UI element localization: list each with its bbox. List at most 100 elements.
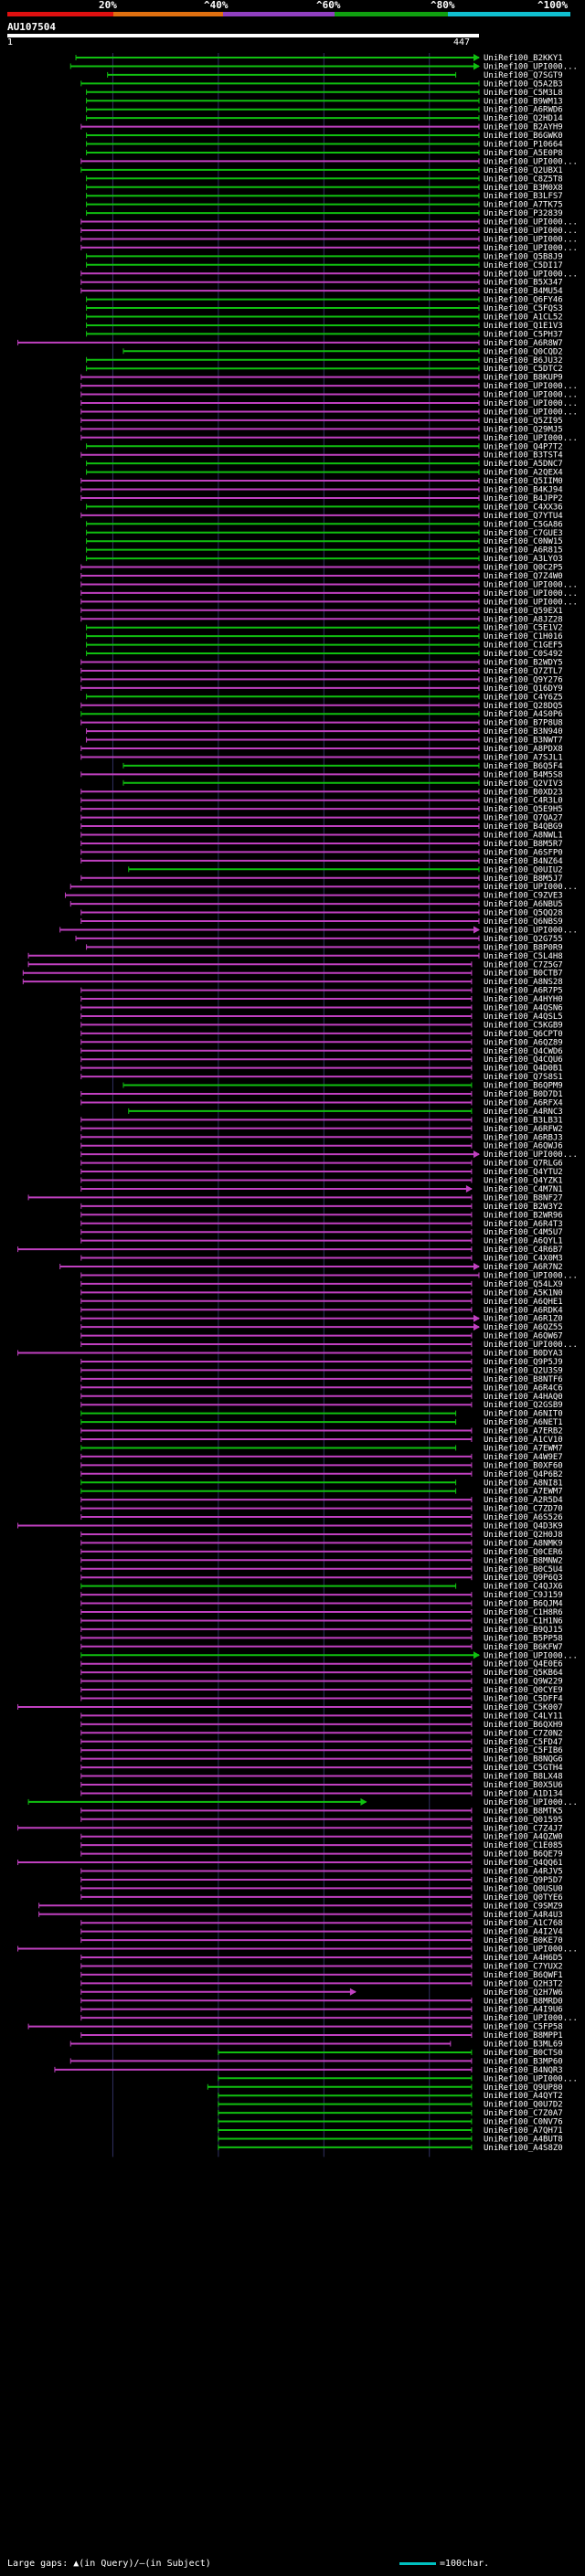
row-label[interactable]: UniRef100_A6RFX4 [484, 1098, 563, 1108]
alignment-row[interactable]: UniRef100_B4NQR3 [54, 2066, 563, 2075]
row-label[interactable]: UniRef100_A6R8W7 [484, 339, 563, 348]
alignment-row[interactable]: UniRef100_C7Z0N2 [80, 1729, 563, 1738]
alignment-row[interactable]: UniRef100_Q5A2B3 [80, 80, 563, 89]
row-label[interactable]: UniRef100_B4JPP2 [484, 494, 563, 504]
row-label[interactable]: UniRef100_UPI000... [484, 227, 578, 236]
row-label[interactable]: UniRef100_B2W3Y2 [484, 1203, 563, 1212]
row-label[interactable]: UniRef100_A4QSN6 [484, 1004, 563, 1013]
alignment-row[interactable]: UniRef100_B3ML69 [69, 2041, 563, 2050]
row-label[interactable]: UniRef100_C1H1N6 [484, 1617, 563, 1626]
alignment-row[interactable]: UniRef100_Q54LX9 [80, 1280, 563, 1289]
row-label[interactable]: UniRef100_Q9P5J9 [484, 1358, 563, 1367]
row-label[interactable]: UniRef100_B3LFS7 [484, 192, 563, 201]
alignment-row[interactable]: UniRef100_B6KFW7 [80, 1643, 563, 1652]
alignment-row[interactable]: UniRef100_A6R815 [86, 546, 563, 556]
row-label[interactable]: UniRef100_C5FIB6 [484, 1746, 563, 1755]
row-label[interactable]: UniRef100_B2WDY5 [484, 659, 563, 668]
alignment-row[interactable]: UniRef100_A4S8Z0 [218, 2144, 563, 2153]
row-label[interactable]: UniRef100_B5X347 [484, 279, 563, 288]
alignment-row[interactable]: UniRef100_A6NBU5 [69, 900, 563, 909]
alignment-row[interactable]: UniRef100_Q7QA27 [80, 814, 563, 823]
row-label[interactable]: UniRef100_B7P8U8 [484, 719, 563, 728]
alignment-row[interactable]: UniRef100_A1CV10 [80, 1436, 563, 1445]
row-label[interactable]: UniRef100_Q7S8S1 [484, 1073, 563, 1082]
alignment-row[interactable]: UniRef100_A7ERB2 [80, 1427, 563, 1436]
row-label[interactable]: UniRef100_A4HYH0 [484, 995, 563, 1004]
row-label[interactable]: UniRef100_B8LX48 [484, 1773, 563, 1782]
row-label[interactable]: UniRef100_C5GTH4 [484, 1764, 563, 1773]
row-label[interactable]: UniRef100_A6R1Z0 [484, 1315, 563, 1324]
alignment-row[interactable]: UniRef100_Q4P7T2 [86, 442, 563, 451]
row-label[interactable]: UniRef100_A2QEX4 [484, 469, 563, 478]
row-label[interactable]: UniRef100_C0NW15 [484, 537, 563, 546]
alignment-row[interactable]: UniRef100_B8M5R7 [80, 840, 563, 849]
alignment-row[interactable]: UniRef100_A4QSN6 [80, 1004, 563, 1013]
row-label[interactable]: UniRef100_Q4QQ61 [484, 1859, 563, 1868]
row-label[interactable]: UniRef100_A8NS28 [484, 978, 563, 987]
alignment-row[interactable]: UniRef100_C1GEF5 [86, 641, 563, 651]
row-label[interactable]: UniRef100_B3MP60 [484, 2057, 563, 2066]
row-label[interactable]: UniRef100_UPI000... [484, 589, 578, 599]
row-label[interactable]: UniRef100_A6NBU5 [484, 900, 563, 909]
row-label[interactable]: UniRef100_C4LY11 [484, 1712, 563, 1721]
alignment-row[interactable]: UniRef100_C5E1V2 [86, 624, 563, 633]
row-label[interactable]: UniRef100_A6R4T3 [484, 1220, 563, 1229]
alignment-row[interactable]: UniRef100_Q4CQU6 [80, 1055, 563, 1065]
row-label[interactable]: UniRef100_B8M5R7 [484, 840, 563, 849]
alignment-row[interactable]: UniRef100_B7P8U8 [80, 719, 563, 728]
alignment-row[interactable]: UniRef100_UPI000... [80, 1150, 578, 1160]
alignment-row[interactable]: UniRef100_Q4CWD6 [80, 1047, 563, 1056]
row-label[interactable]: UniRef100_B6Q5F4 [484, 762, 563, 771]
row-label[interactable]: UniRef100_C5KGB9 [484, 1021, 563, 1030]
alignment-row[interactable]: UniRef100_A7QH71 [218, 2126, 563, 2136]
row-label[interactable]: UniRef100_Q9UP80 [484, 2083, 563, 2093]
alignment-row[interactable]: UniRef100_A8NWL1 [80, 832, 563, 841]
alignment-row[interactable]: UniRef100_Q2UBX1 [80, 166, 563, 175]
row-label[interactable]: UniRef100_C5DI17 [484, 261, 563, 270]
row-label[interactable]: UniRef100_A6QZ55 [484, 1323, 563, 1332]
alignment-row[interactable]: UniRef100_B0CTS0 [218, 2049, 563, 2058]
row-label[interactable]: UniRef100_C7ZD70 [484, 1505, 563, 1514]
row-label[interactable]: UniRef100_Q0CER6 [484, 1548, 563, 1557]
row-label[interactable]: UniRef100_C4M7N1 [484, 1185, 563, 1194]
row-label[interactable]: UniRef100_B6JU32 [484, 356, 563, 366]
alignment-row[interactable]: UniRef100_C5FQS3 [86, 304, 563, 313]
row-label[interactable]: UniRef100_Q7Z4W0 [484, 572, 563, 581]
row-label[interactable]: UniRef100_C5DFF4 [484, 1695, 563, 1704]
row-label[interactable]: UniRef100_A6NET1 [484, 1418, 563, 1427]
row-label[interactable]: UniRef100_Q01595 [484, 1816, 563, 1825]
alignment-row[interactable]: UniRef100_C9SMZ9 [38, 1902, 563, 1911]
row-label[interactable]: UniRef100_A6R4C6 [484, 1383, 563, 1393]
row-label[interactable]: UniRef100_C9J159 [484, 1591, 563, 1600]
row-label[interactable]: UniRef100_UPI000... [484, 1271, 578, 1280]
row-label[interactable]: UniRef100_B0XD23 [484, 788, 563, 797]
row-label[interactable]: UniRef100_C1GEF5 [484, 641, 563, 651]
row-label[interactable]: UniRef100_Q4E0E6 [484, 1660, 563, 1670]
alignment-row[interactable]: UniRef100_C4R6B7 [17, 1246, 563, 1255]
alignment-row[interactable]: UniRef100_B9QJ15 [80, 1626, 563, 1635]
row-label[interactable]: UniRef100_A4H6D5 [484, 1954, 563, 1963]
row-label[interactable]: UniRef100_B3TST4 [484, 451, 563, 461]
alignment-row[interactable]: UniRef100_A1D134 [80, 1789, 563, 1798]
alignment-row[interactable]: UniRef100_A4QZW0 [80, 1833, 563, 1842]
row-label[interactable]: UniRef100_Q29MJ5 [484, 425, 563, 434]
alignment-row[interactable]: UniRef100_A6R8W7 [17, 339, 563, 348]
row-label[interactable]: UniRef100_A5K1N0 [484, 1288, 563, 1298]
alignment-row[interactable]: UniRef100_UPI000... [80, 270, 578, 279]
row-label[interactable]: UniRef100_C5M3L8 [484, 89, 563, 98]
row-label[interactable]: UniRef100_Q2U3S9 [484, 1366, 563, 1375]
alignment-row[interactable]: UniRef100_C1H016 [86, 632, 563, 641]
alignment-row[interactable]: UniRef100_B2KKY1 [75, 54, 563, 63]
alignment-row[interactable]: UniRef100_C5KGB9 [80, 1021, 563, 1030]
row-label[interactable]: UniRef100_C7Z5G7 [484, 960, 563, 970]
row-label[interactable]: UniRef100_A4I2V4 [484, 1928, 563, 1937]
alignment-row[interactable]: UniRef100_B8MTK5 [80, 1807, 563, 1816]
alignment-row[interactable]: UniRef100_A4RNC3 [128, 1108, 563, 1117]
alignment-row[interactable]: UniRef100_A4QYT2 [218, 2092, 563, 2101]
row-label[interactable]: UniRef100_A6R7N2 [484, 1263, 563, 1272]
row-label[interactable]: UniRef100_Q16DY9 [484, 684, 563, 694]
row-label[interactable]: UniRef100_B9WM13 [484, 97, 563, 106]
row-label[interactable]: UniRef100_Q6CPT0 [484, 1030, 563, 1039]
alignment-row[interactable]: UniRef100_UPI000... [80, 244, 578, 253]
alignment-row[interactable]: UniRef100_B0X5U6 [80, 1781, 563, 1790]
